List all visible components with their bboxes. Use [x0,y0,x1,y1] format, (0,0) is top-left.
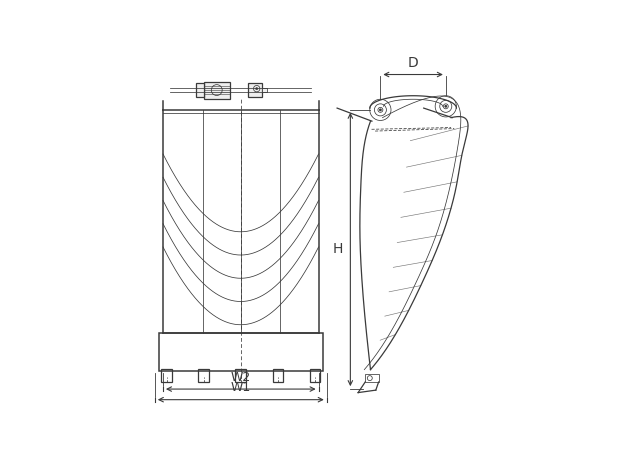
Bar [198,369,209,382]
Bar [310,369,321,382]
Bar [204,82,230,99]
Text: W2: W2 [231,371,251,384]
Circle shape [256,88,258,90]
Bar [272,369,283,382]
Text: D: D [408,56,419,70]
Bar [161,369,172,382]
Text: H: H [332,242,342,257]
Bar [196,83,204,97]
Bar [262,88,267,92]
Bar [365,374,379,382]
Bar [248,83,262,97]
Bar [159,332,322,371]
Circle shape [444,105,448,108]
Circle shape [379,108,382,111]
Text: W1: W1 [231,381,251,394]
Bar [236,369,246,382]
